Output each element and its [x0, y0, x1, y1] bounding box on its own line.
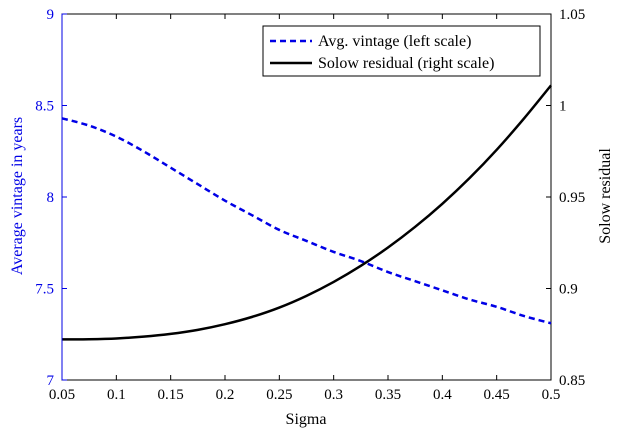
right-y-tick-label: 0.95: [559, 190, 585, 206]
left-y-tick-label: 8: [47, 190, 55, 206]
legend-label-residual: Solow residual (right scale): [318, 55, 494, 72]
series-line-residual: [61, 84, 552, 341]
right-y-axis: 0.85 0.9 0.95 1 1.05: [546, 7, 585, 389]
left-y-axis-label: Average vintage in years: [9, 117, 26, 275]
x-tick-label: 0.1: [107, 387, 126, 403]
legend: Avg. vintage (left scale) Solow residual…: [262, 25, 541, 77]
left-y-tick-label: 8.5: [35, 99, 54, 115]
right-y-tick-label: 1.05: [559, 7, 585, 23]
x-tick-label: 0.25: [266, 387, 292, 403]
x-tick-label: 0.3: [324, 387, 343, 403]
left-y-tick-label: 9: [47, 7, 55, 23]
right-y-tick-label: 0.9: [559, 282, 578, 298]
x-tick-label: 0.5: [542, 387, 561, 403]
x-tick-label: 0.05: [49, 387, 75, 403]
x-axis: 0.05 0.1 0.15 0.2 0.25 0.3 0.35 0.4 0.45 0.5: [49, 14, 561, 403]
left-y-tick-label: 7: [47, 373, 55, 389]
legend-label-vintage: Avg. vintage (left scale): [318, 33, 471, 50]
left-y-tick-label: 7.5: [35, 282, 54, 298]
right-y-tick-label: 1: [559, 99, 567, 115]
legend-box: [262, 25, 541, 77]
x-tick-label: 0.15: [158, 387, 184, 403]
x-axis-label: Sigma: [286, 411, 327, 428]
x-tick-label: 0.2: [216, 387, 235, 403]
right-y-tick-label: 0.85: [559, 373, 585, 389]
series-line-vintage: [61, 117, 552, 325]
x-tick-label: 0.4: [433, 387, 452, 403]
x-tick-label: 0.45: [484, 387, 510, 403]
right-y-axis-label: Solow residual: [597, 148, 614, 244]
x-tick-label: 0.35: [375, 387, 401, 403]
left-y-axis: 7 7.5 8 8.5 9: [35, 7, 67, 389]
